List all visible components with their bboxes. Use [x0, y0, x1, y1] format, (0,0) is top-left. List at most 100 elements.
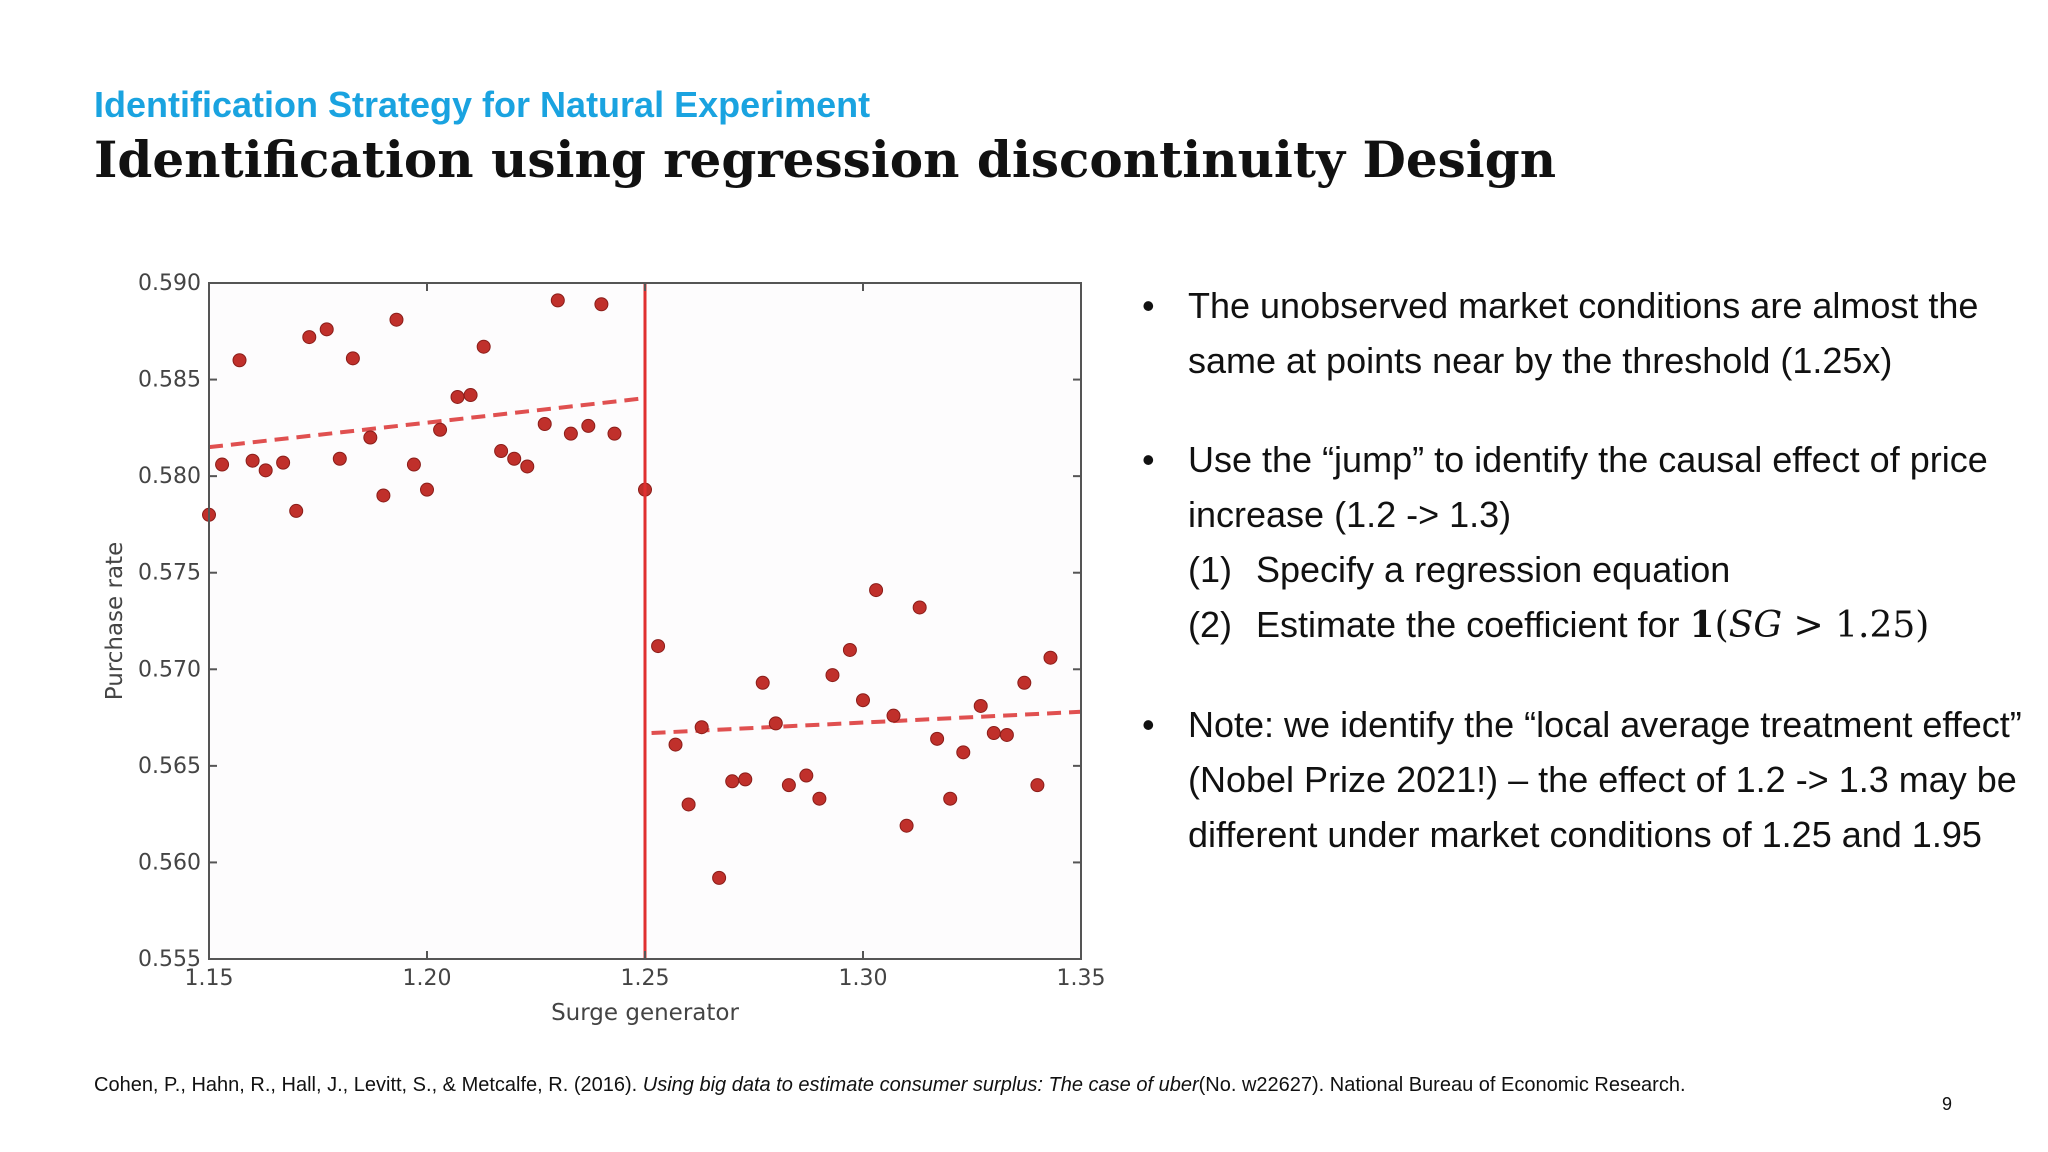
slide-title: Identification using regression disconti… [94, 130, 1557, 189]
y-tick-label: 0.555 [138, 947, 201, 972]
data-point [433, 422, 448, 437]
data-points [202, 293, 1058, 885]
sub-item-text: Specify a regression equation [1256, 549, 1731, 590]
data-point [651, 639, 666, 654]
data-point [812, 791, 827, 806]
sub-item-text: Estimate the coefficient for [1256, 604, 1690, 645]
data-point [581, 418, 596, 433]
data-point [563, 426, 578, 441]
x-tick-label: 1.30 [839, 966, 888, 991]
y-axis-ticks: 0.555 0.560 0.565 0.570 0.575 0.580 0.585 0.590 [138, 271, 1081, 972]
data-point [332, 451, 347, 466]
formula-paren: ( [1714, 605, 1729, 646]
x-tick-label: 1.25 [621, 966, 670, 991]
data-point [842, 642, 857, 657]
data-point [973, 698, 988, 713]
data-point [215, 457, 230, 472]
y-tick-label: 0.575 [138, 561, 201, 586]
data-point [886, 708, 901, 723]
data-point [999, 727, 1014, 742]
page-number: 9 [1942, 1094, 1953, 1114]
bullet-list: • The unobserved market conditions are a… [1142, 278, 2022, 862]
formula-condition: > 1.25) [1782, 605, 1930, 646]
data-point [930, 731, 945, 746]
x-tick-label: 1.20 [403, 966, 452, 991]
data-point [781, 778, 796, 793]
bullet-text: The unobserved market conditions are alm… [1188, 285, 1979, 381]
x-tick-label: 1.35 [1057, 966, 1106, 991]
citation-title: Using big data to estimate consumer surp… [642, 1074, 1199, 1096]
data-point [856, 693, 870, 708]
data-point [319, 322, 334, 337]
sub-item: (2) Estimate the coefficient for 1(SG > … [1188, 597, 2022, 653]
sub-item: (1) Specify a regression equation [1188, 542, 2022, 597]
bullet-item: • Note: we identify the “local average t… [1142, 697, 2022, 862]
y-tick-label: 0.560 [138, 850, 201, 875]
data-point [694, 720, 709, 735]
bullet-item: • Use the “jump” to identify the causal … [1142, 432, 2022, 653]
y-tick-label: 0.590 [138, 271, 201, 296]
data-point [389, 312, 404, 327]
data-point [376, 488, 391, 503]
data-point [345, 351, 360, 366]
data-point [1043, 650, 1058, 665]
data-point [494, 444, 509, 459]
x-axis-label: Surge generator [551, 1000, 739, 1026]
data-point [258, 463, 273, 478]
formula-variable: SG [1728, 605, 1783, 646]
y-tick-label: 0.570 [138, 657, 201, 682]
sub-item-number: (2) [1188, 604, 1232, 645]
data-point [681, 797, 696, 812]
fit-line-left [208, 396, 639, 450]
x-axis-ticks: 1.15 1.20 1.25 1.30 1.35 [185, 283, 1106, 991]
citation: Cohen, P., Hahn, R., Hall, J., Levitt, S… [94, 1074, 1686, 1097]
bullet-text: Note: we identify the “local average tre… [1188, 704, 2022, 855]
data-point [869, 583, 884, 598]
data-point [507, 451, 522, 466]
data-point [712, 870, 727, 885]
sub-item-number: (1) [1188, 549, 1232, 590]
y-tick-label: 0.580 [138, 464, 201, 489]
data-point [607, 426, 622, 441]
data-point [956, 745, 971, 760]
fit-lines [208, 396, 1082, 736]
data-point [825, 668, 840, 683]
bullet-marker: • [1142, 439, 1155, 480]
indicator-one: 1 [1689, 604, 1715, 646]
y-tick-label: 0.565 [138, 754, 201, 779]
data-point [363, 430, 378, 445]
bullet-text: Use the “jump” to identify the causal ef… [1188, 439, 1988, 535]
data-point [986, 726, 1001, 741]
data-point [476, 339, 491, 354]
data-point [550, 293, 565, 308]
data-point [302, 330, 317, 345]
bullet-marker: • [1142, 285, 1155, 326]
citation-rest: (No. w22627). National Bureau of Economi… [1198, 1074, 1686, 1096]
data-point [668, 737, 683, 752]
data-point [406, 457, 421, 472]
data-point [463, 388, 478, 403]
data-point [520, 459, 535, 474]
slide-subtitle: Identification Strategy for Natural Expe… [94, 84, 871, 125]
data-point [899, 818, 914, 833]
data-point [245, 453, 260, 468]
fit-line-right [651, 709, 1082, 736]
data-point [738, 772, 753, 787]
data-point [232, 353, 247, 368]
indicator-formula: 1(SG > 1.25) [1689, 604, 1930, 646]
data-point [755, 675, 770, 690]
data-point [450, 389, 465, 404]
data-point [594, 297, 609, 312]
x-tick-label: 1.15 [185, 966, 234, 991]
data-point [943, 791, 958, 806]
data-point [1017, 675, 1032, 690]
data-point [1030, 778, 1045, 793]
data-point [725, 774, 740, 789]
y-tick-label: 0.585 [138, 368, 201, 393]
data-point [912, 600, 927, 615]
data-point [768, 716, 783, 731]
data-point [537, 416, 552, 431]
data-point [276, 455, 291, 470]
citation-authors: Cohen, P., Hahn, R., Hall, J., Levitt, S… [94, 1074, 643, 1096]
